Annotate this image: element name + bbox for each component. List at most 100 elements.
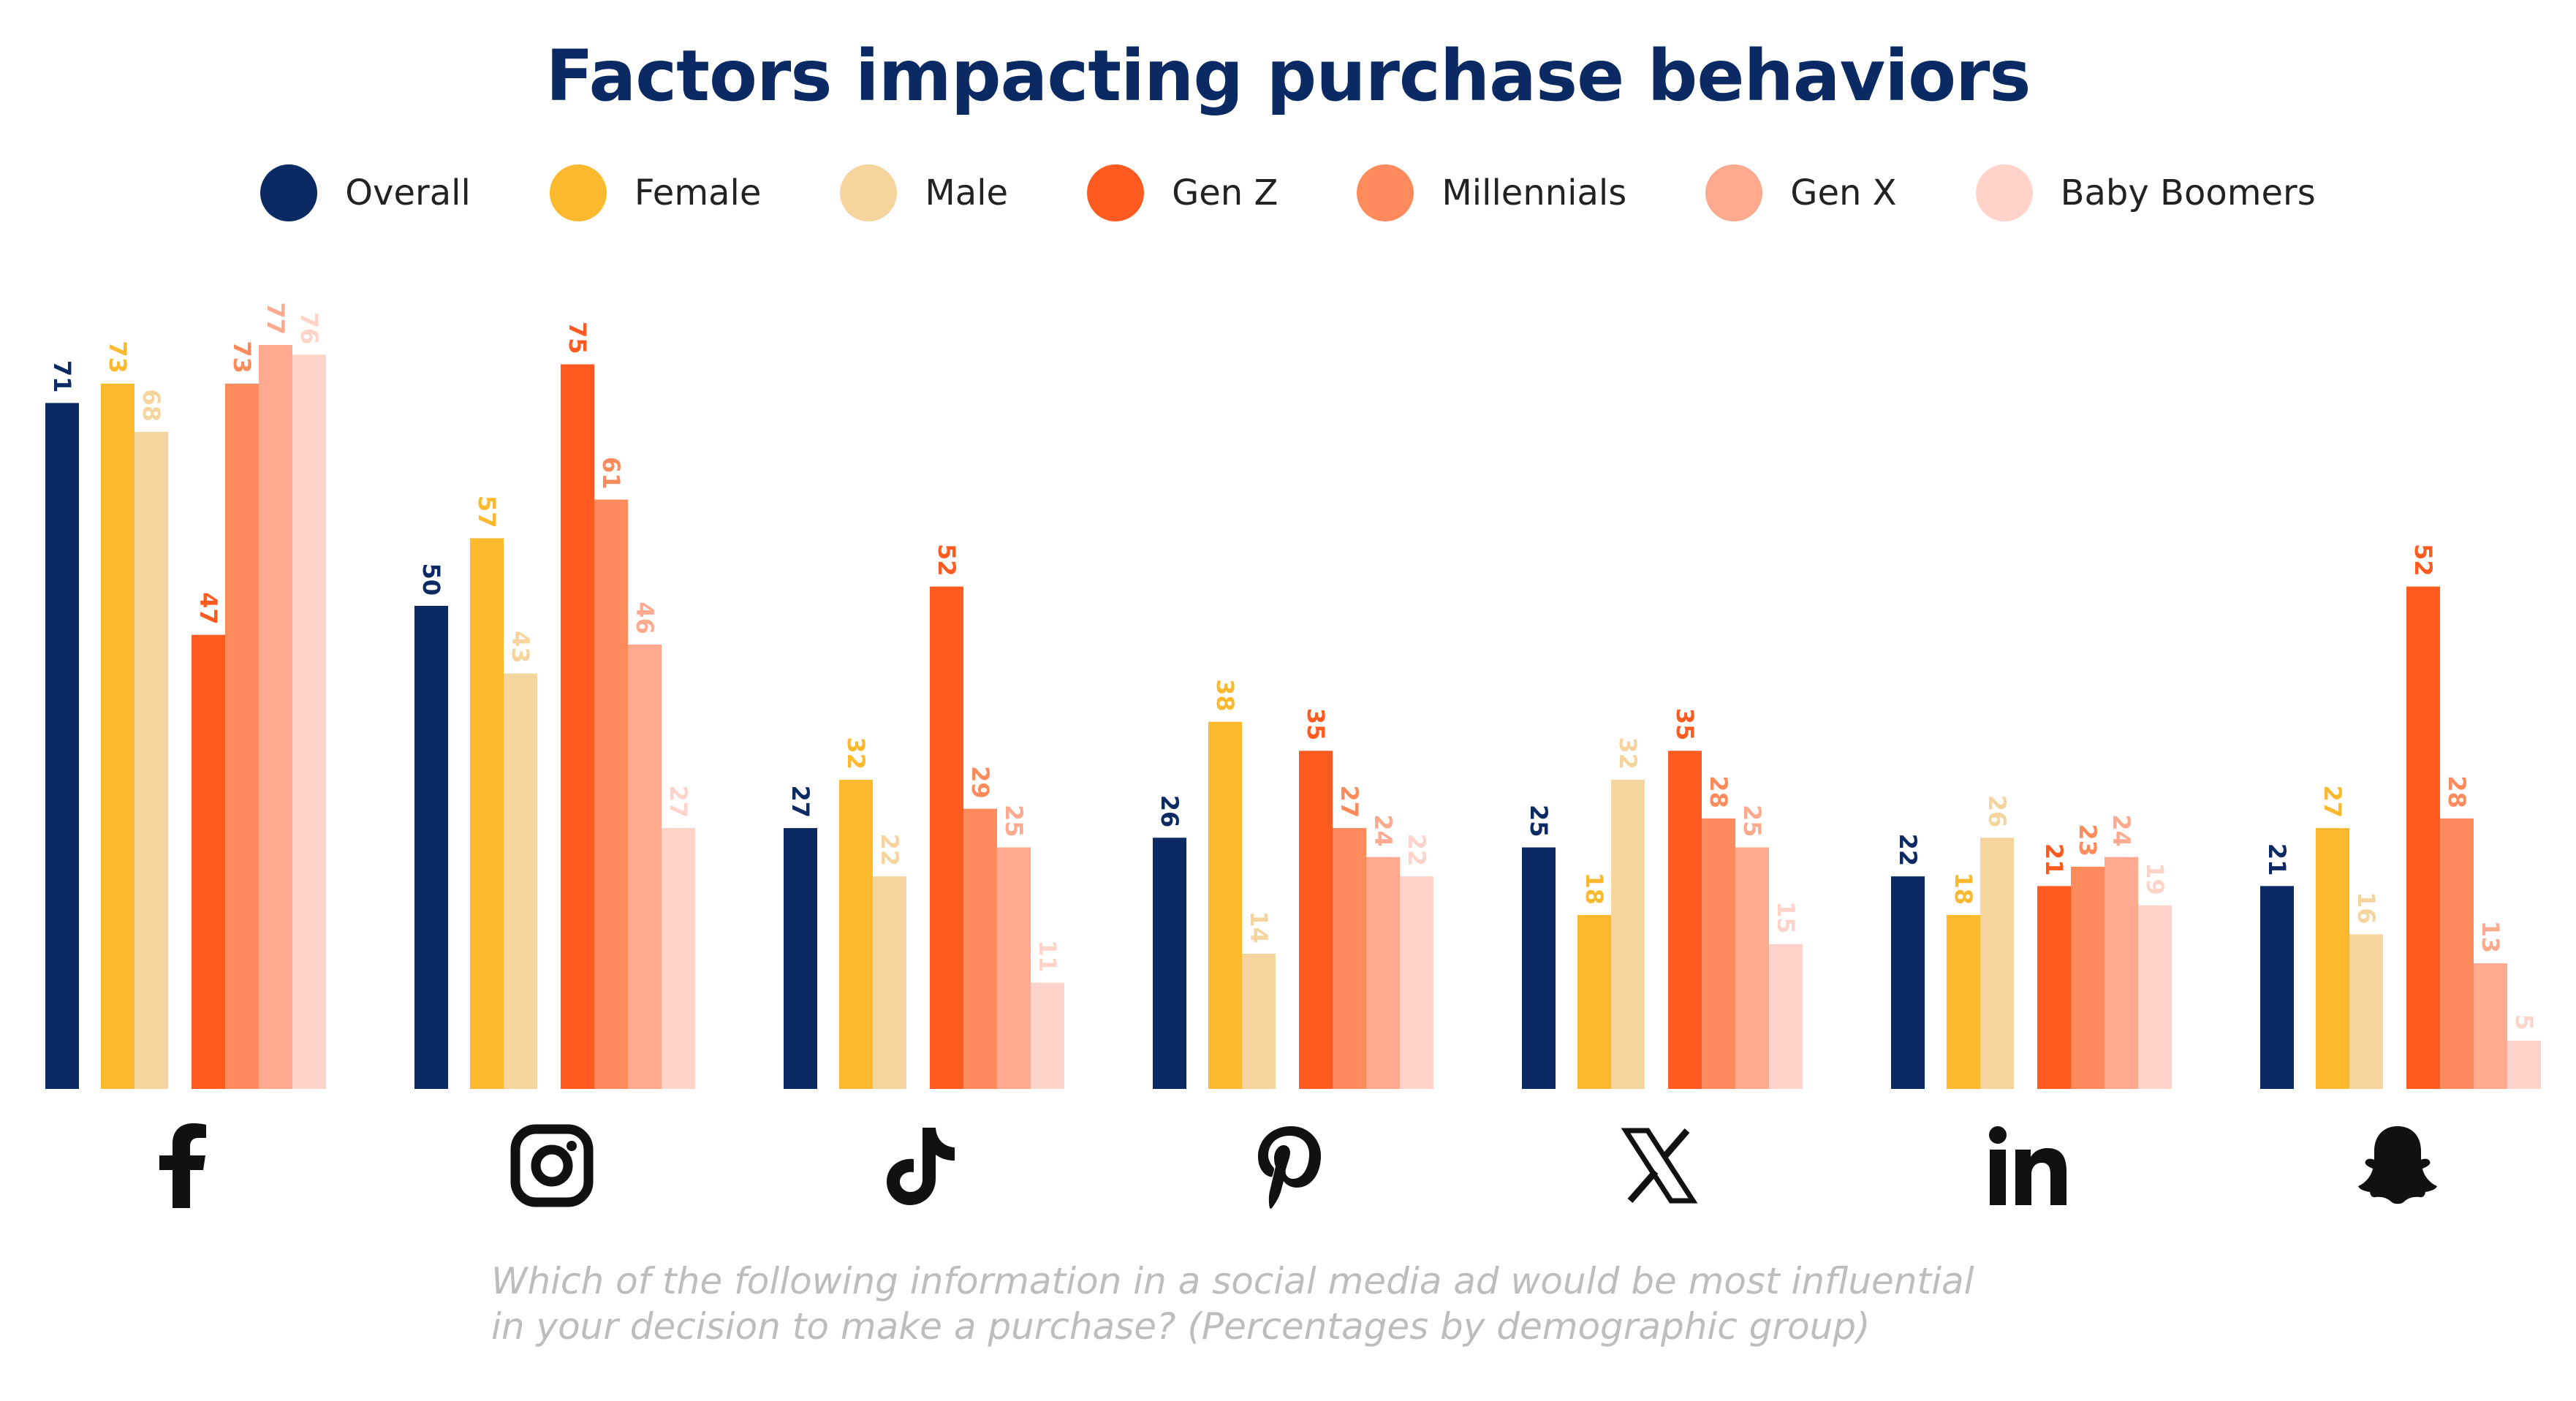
- data-label-tiktok-gen-x: 25: [1000, 805, 1028, 838]
- data-label-x-female: 18: [1580, 873, 1608, 905]
- bar-snapchat-gen-x: [2474, 963, 2507, 1089]
- bar-pinterest-female: [1208, 721, 1242, 1089]
- bar-tiktok-baby-boomers: [1031, 982, 1064, 1089]
- chart-title: Factors impacting purchase behaviors: [545, 35, 2031, 117]
- legend-item-baby-boomers: Baby Boomers: [1975, 164, 2316, 221]
- legend-label-overall: Overall: [345, 172, 471, 213]
- legend-label-gen-x: Gen X: [1790, 172, 1897, 213]
- bar-x-male: [1611, 779, 1645, 1089]
- data-label-instagram-female: 57: [473, 496, 501, 528]
- data-label-x-gen-z: 35: [1671, 708, 1699, 741]
- instagram-icon: [510, 1124, 594, 1207]
- bar-facebook-male: [135, 432, 168, 1089]
- data-label-pinterest-gen-x: 24: [1369, 814, 1397, 847]
- bar-x-baby-boomers: [1769, 944, 1803, 1089]
- data-label-x-gen-x: 25: [1738, 805, 1766, 838]
- legend-swatch-male: [840, 164, 898, 221]
- bar-linkedin-male: [1980, 838, 2014, 1089]
- legend-label-female: Female: [634, 172, 762, 213]
- data-label-snapchat-female: 27: [2319, 786, 2346, 819]
- legend-item-gen-x: Gen X: [1705, 164, 1897, 221]
- data-label-tiktok-male: 22: [876, 834, 904, 867]
- data-label-tiktok-overall: 27: [787, 786, 814, 819]
- footnote: Which of the following information in a …: [491, 1258, 2172, 1349]
- data-label-instagram-millennials: 61: [597, 457, 625, 490]
- data-label-instagram-male: 43: [507, 631, 534, 664]
- bar-facebook-gen-z: [192, 634, 225, 1089]
- bar-snapchat-overall: [2260, 886, 2294, 1089]
- legend-label-millennials: Millennials: [1442, 172, 1627, 213]
- legend-item-millennials: Millennials: [1357, 164, 1626, 221]
- data-label-instagram-baby-boomers: 27: [664, 786, 692, 819]
- x-icon: [1621, 1128, 1698, 1204]
- bar-pinterest-male: [1242, 953, 1276, 1089]
- bar-snapchat-gen-z: [2406, 586, 2440, 1089]
- bar-pinterest-baby-boomers: [1400, 876, 1433, 1089]
- linkedin-icon: [1989, 1126, 2067, 1205]
- pinterest-icon: [1258, 1126, 1321, 1209]
- bar-instagram-gen-x: [628, 644, 662, 1089]
- data-label-linkedin-gen-z: 21: [2040, 843, 2068, 876]
- legend-swatch-millennials: [1357, 164, 1414, 221]
- bar-instagram-female: [470, 538, 504, 1089]
- data-label-facebook-gen-x: 77: [262, 303, 289, 335]
- bar-pinterest-gen-x: [1366, 857, 1400, 1089]
- bar-instagram-baby-boomers: [662, 828, 695, 1089]
- legend-swatch-female: [549, 164, 607, 221]
- data-label-linkedin-baby-boomers: 19: [2141, 862, 2169, 895]
- data-label-facebook-millennials: 73: [228, 341, 256, 373]
- bar-tiktok-millennials: [963, 808, 997, 1089]
- data-label-linkedin-male: 26: [1983, 795, 2011, 828]
- bar-x-gen-x: [1735, 847, 1769, 1089]
- data-label-tiktok-baby-boomers: 11: [1034, 940, 1061, 973]
- bar-pinterest-millennials: [1333, 828, 1366, 1089]
- bar-snapchat-male: [2349, 934, 2383, 1089]
- data-label-tiktok-gen-z: 52: [933, 544, 961, 577]
- bar-instagram-male: [504, 673, 537, 1089]
- data-label-tiktok-millennials: 29: [966, 766, 994, 799]
- data-label-pinterest-gen-z: 35: [1302, 708, 1330, 741]
- data-label-facebook-gen-z: 47: [194, 592, 222, 625]
- bar-tiktok-overall: [784, 828, 817, 1089]
- data-label-facebook-female: 73: [104, 341, 132, 373]
- bar-facebook-baby-boomers: [292, 354, 326, 1089]
- legend-label-baby-boomers: Baby Boomers: [2060, 172, 2316, 213]
- bar-pinterest-gen-z: [1299, 751, 1333, 1089]
- data-label-snapchat-gen-z: 52: [2409, 544, 2437, 577]
- data-label-pinterest-overall: 26: [1156, 795, 1183, 828]
- bar-instagram-gen-z: [561, 364, 594, 1089]
- data-label-instagram-gen-x: 46: [631, 601, 659, 634]
- legend-item-overall: Overall: [260, 164, 471, 221]
- legend-label-male: Male: [925, 172, 1009, 213]
- bar-linkedin-overall: [1891, 876, 1925, 1089]
- bar-linkedin-millennials: [2071, 866, 2105, 1089]
- data-label-snapchat-gen-x: 13: [2477, 921, 2504, 954]
- data-label-facebook-male: 68: [137, 390, 165, 422]
- footnote-line-2: in your decision to make a purchase? (Pe…: [491, 1305, 1871, 1348]
- legend-swatch-baby-boomers: [1975, 164, 2033, 221]
- data-label-pinterest-female: 38: [1211, 679, 1239, 712]
- data-label-facebook-baby-boomers: 76: [295, 312, 323, 345]
- bar-snapchat-baby-boomers: [2507, 1040, 2541, 1089]
- bar-linkedin-baby-boomers: [2138, 905, 2172, 1089]
- bar-facebook-female: [101, 383, 135, 1089]
- bar-x-gen-z: [1668, 751, 1702, 1089]
- tiktok-icon: [887, 1128, 955, 1205]
- bar-linkedin-gen-z: [2037, 886, 2071, 1089]
- bar-linkedin-gen-x: [2105, 857, 2138, 1089]
- data-label-tiktok-female: 32: [842, 737, 870, 770]
- snapchat-icon: [2358, 1126, 2437, 1204]
- data-label-linkedin-overall: 22: [1894, 834, 1922, 867]
- data-label-linkedin-gen-x: 24: [2107, 814, 2135, 847]
- data-label-facebook-overall: 71: [48, 360, 76, 393]
- bar-instagram-overall: [414, 606, 448, 1089]
- bar-facebook-millennials: [225, 383, 259, 1089]
- data-label-snapchat-millennials: 28: [2443, 775, 2471, 808]
- bar-tiktok-gen-x: [997, 847, 1031, 1089]
- data-label-x-millennials: 28: [1705, 775, 1732, 808]
- data-label-linkedin-millennials: 23: [2074, 824, 2102, 857]
- data-label-snapchat-male: 16: [2352, 892, 2380, 924]
- data-label-x-male: 32: [1614, 737, 1642, 770]
- facebook-icon: [159, 1123, 206, 1208]
- data-label-x-overall: 25: [1525, 805, 1553, 838]
